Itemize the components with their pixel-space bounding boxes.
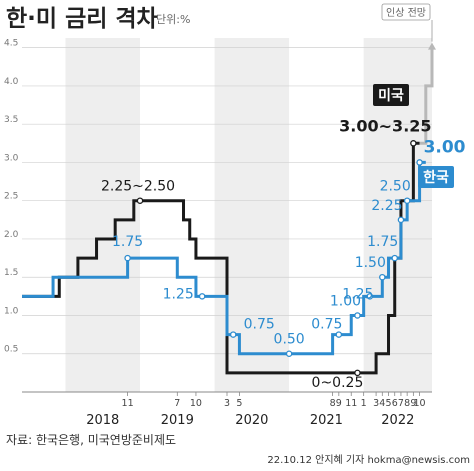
data-label: 0~0.25 (312, 375, 364, 391)
data-label: 1.25 (163, 286, 194, 302)
y-tick-label: 4.5 (4, 39, 18, 49)
x-month-label: 11 (122, 398, 134, 409)
data-point-marker (285, 350, 293, 357)
x-year-label: 2019 (161, 413, 194, 428)
x-month-label: 7 (398, 398, 404, 409)
data-point-marker (124, 254, 131, 262)
legend-tag-us (373, 84, 409, 106)
data-label: 1.75 (367, 234, 398, 250)
data-point-marker (403, 197, 411, 204)
data-label: 2.50 (380, 179, 411, 195)
data-point-marker (416, 159, 423, 166)
x-year-label: 2020 (235, 413, 268, 428)
data-label: 0.75 (244, 317, 275, 333)
x-year-label: 2018 (86, 413, 119, 428)
x-month-label: 5 (385, 398, 391, 409)
year-band-2018 (65, 38, 141, 392)
chart-title: 한·미 금리 격차 (6, 6, 158, 32)
data-label: 2.25~2.50 (101, 179, 175, 195)
data-label: 0.75 (311, 317, 342, 333)
data-label: 3.00~3.25 (339, 116, 431, 135)
y-tick-label: 1.5 (4, 268, 18, 278)
x-year-label: 2022 (381, 413, 414, 428)
data-label: 2.25 (371, 198, 402, 214)
data-point-marker (366, 293, 374, 300)
x-month-label: 3 (373, 398, 379, 409)
year-band-2019 (140, 38, 215, 392)
data-label: 1.25 (342, 286, 373, 302)
x-month-label: 8 (330, 398, 336, 409)
x-month-label: 9 (336, 398, 342, 409)
x-month-label: 10 (190, 398, 202, 409)
data-point-marker (397, 216, 405, 224)
projection-line (419, 47, 434, 145)
data-point-marker (229, 331, 237, 338)
data-point-marker (136, 197, 144, 204)
y-tick-label: 4.0 (4, 77, 19, 87)
data-label: 1.75 (112, 234, 143, 250)
legend-label: 미국 (378, 88, 404, 104)
data-label: 0.50 (274, 332, 305, 348)
data-label: 1.00 (330, 293, 361, 309)
data-point-marker (410, 140, 417, 147)
x-month-label: 1 (361, 398, 367, 409)
y-tick-label: 2.0 (4, 230, 19, 240)
x-month-label: 11 (345, 398, 357, 409)
data-label: 3.00 (424, 137, 466, 157)
x-month-label: 5 (236, 398, 242, 409)
data-label: 1.50 (355, 255, 386, 271)
x-month-label: 9 (410, 398, 416, 409)
legend-tag-kr (418, 166, 454, 188)
y-tick-label: 0.5 (4, 345, 18, 355)
legend-label: 한국 (423, 170, 449, 186)
x-month-label: 7 (174, 398, 180, 409)
data-point-marker (354, 369, 361, 377)
x-month-label: 3 (224, 398, 230, 409)
data-point-marker (354, 312, 361, 319)
data-point-marker (391, 254, 398, 262)
projection-label: 인상 전망 (386, 7, 426, 19)
y-tick-label: 3.0 (4, 153, 19, 163)
x-month-label: 6 (392, 398, 398, 409)
x-month-label: 10 (414, 398, 426, 409)
credit-line: 22.10.12 안지혜 기자 hokma@newsis.com (267, 454, 470, 466)
data-point-marker (379, 273, 386, 281)
x-month-label: 4 (379, 398, 385, 409)
y-tick-label: 1.0 (4, 306, 19, 316)
projection-arrow-icon (428, 42, 436, 50)
unit-label: 단위:% (156, 13, 190, 26)
y-tick-label: 3.5 (4, 115, 18, 125)
source-note: 자료: 한국은행, 미국연방준비제도 (6, 432, 176, 447)
x-month-label: 8 (404, 398, 410, 409)
x-year-label: 2021 (310, 413, 343, 428)
y-tick-label: 2.5 (4, 192, 18, 202)
data-point-marker (198, 293, 206, 300)
data-point-marker (335, 331, 343, 338)
projection-label-box (381, 3, 431, 21)
